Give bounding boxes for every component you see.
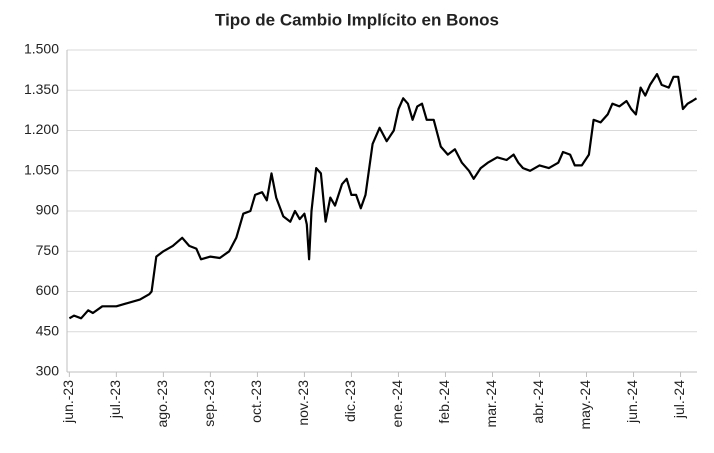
- x-tick-label: oct.-23: [248, 380, 264, 423]
- x-tick-label: jul.-24: [671, 380, 687, 419]
- x-tick-label: sep.-23: [201, 380, 217, 427]
- x-tick-label: ago.-23: [154, 380, 170, 428]
- y-tick-label: 900: [36, 202, 60, 218]
- y-tick-label: 1.350: [24, 81, 59, 97]
- x-tick-label: nov.-23: [295, 380, 311, 426]
- chart-title: Tipo de Cambio Implícito en Bonos: [215, 10, 499, 29]
- x-tick-label: jul.-23: [107, 380, 123, 419]
- y-tick-label: 750: [36, 242, 60, 258]
- y-tick-label: 1.050: [24, 161, 59, 177]
- x-tick-label: feb.-24: [436, 380, 452, 424]
- line-series: [68, 73, 698, 320]
- y-tick-label: 300: [36, 363, 60, 379]
- y-tick-label: 1.200: [24, 121, 59, 137]
- x-tick-label: jun.-24: [624, 380, 640, 424]
- x-tick-label: may.-24: [577, 380, 593, 430]
- y-tick-label: 600: [36, 282, 60, 298]
- y-tick-label: 450: [36, 322, 60, 338]
- x-tick-label: mar.-24: [483, 380, 499, 428]
- y-tick-label: 1.500: [24, 41, 59, 57]
- x-tick-label: dic.-23: [342, 380, 358, 422]
- x-tick-label: ene.-24: [389, 380, 405, 428]
- x-tick-label: jun.-23: [60, 380, 76, 424]
- x-tick-label: abr.-24: [530, 380, 546, 424]
